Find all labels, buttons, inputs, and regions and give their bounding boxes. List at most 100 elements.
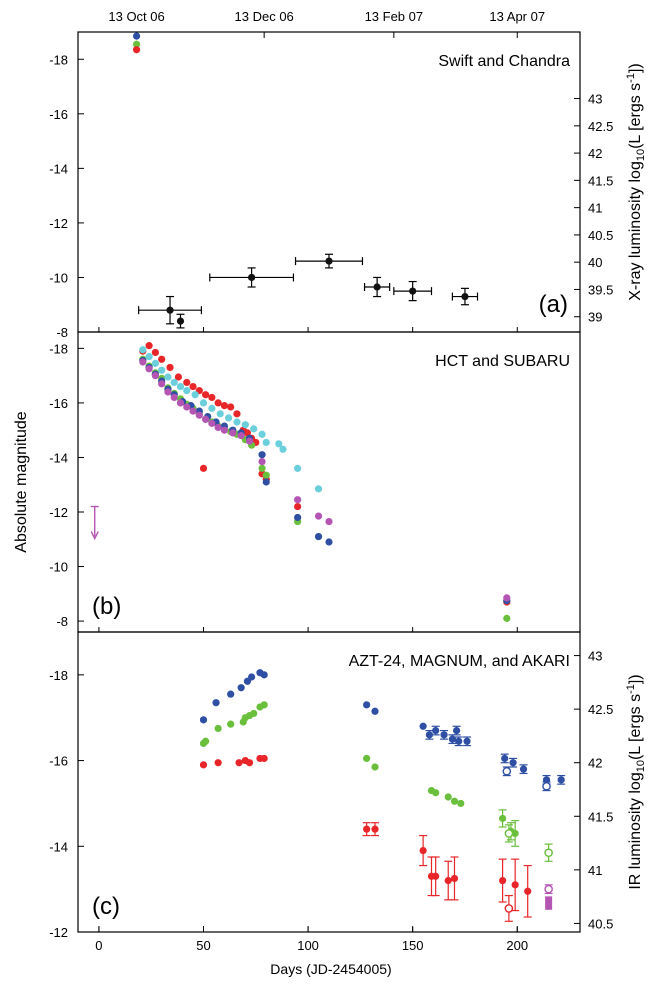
panel-c-green-point-3 xyxy=(227,720,235,728)
panel-c-red-point-7 xyxy=(363,825,371,833)
panel-c-red-point-13 xyxy=(450,874,459,883)
panel-a-ytick-label-1: -10 xyxy=(49,270,68,285)
panel-b-magenta-point-12 xyxy=(214,423,222,432)
xray-label-sub: 10 xyxy=(635,149,647,161)
panel-b-red-point-6 xyxy=(183,378,191,387)
panel-b-cyan-point-20 xyxy=(294,464,302,472)
panel-b-left-ticks: -8 -10 -12 -14 -16 -18 xyxy=(49,341,518,632)
panel-a-X-ray-point-5 xyxy=(409,287,417,295)
panel-b-ytick-label-1: -10 xyxy=(49,560,68,575)
panel-b-cyan-point-11 xyxy=(216,410,224,418)
panel-c-rtick-label-1: 41 xyxy=(588,863,602,878)
panel-b-magenta-point-2 xyxy=(151,372,159,380)
panel-b-magenta-point-4 xyxy=(164,388,172,396)
panel-c-magenta-squares-point-0 xyxy=(545,902,553,910)
panel-c-ytick-label-2: -16 xyxy=(49,754,68,769)
panel-b-red-point-13 xyxy=(227,403,235,411)
panel-b-magenta-point-9 xyxy=(195,411,203,419)
panel-b-magenta-point-13 xyxy=(220,426,229,434)
date-tick-label-2: 13 Feb 07 xyxy=(365,9,424,24)
x-tick-label-3: 150 xyxy=(402,938,424,953)
panel-a-X-ray-point-1 xyxy=(176,317,185,325)
panel-c-blue-point-3 xyxy=(237,684,245,692)
panel-a-title: Swift and Chandra xyxy=(438,53,570,70)
panel-b-cyan-point-3 xyxy=(158,366,166,374)
panel-c-blue-point-12 xyxy=(432,726,440,735)
panel-a-rtick-label-5: 41.5 xyxy=(588,173,613,188)
panel-b-magenta-point-20 xyxy=(325,517,333,526)
panel-b-magenta-point-21 xyxy=(503,594,511,602)
panel-b-cyan-point-14 xyxy=(241,421,249,429)
panel-a-X-ray-point-4 xyxy=(373,283,381,291)
panel-c: -12 -14 -16 -18 40.5 41 41.5 42 42.5 43 AZT-24, … xyxy=(49,631,647,940)
panel-b-magenta-point-0 xyxy=(139,358,147,366)
panel-c-blue-point-14 xyxy=(448,735,457,743)
panel-b-magenta-point-14 xyxy=(229,429,237,437)
panel-a-rtick-label-3: 40.5 xyxy=(588,228,613,243)
panel-c-rtick-label-4: 42.5 xyxy=(588,702,613,717)
panel-c-magenta-open-point-0 xyxy=(544,884,553,894)
panel-c-red-point-14 xyxy=(499,876,507,885)
panel-b-ytick-label-2: -12 xyxy=(49,505,68,520)
panel-b-cyan-point-7 xyxy=(183,387,191,395)
panel-c-rtick-label-2: 41.5 xyxy=(588,809,613,824)
date-tick-label-3: 13 Apr 07 xyxy=(489,9,545,24)
panel-b-magenta-point-5 xyxy=(170,393,178,402)
panel-a-X-ray-point-0 xyxy=(166,306,174,314)
panel-b-blue-point-19 xyxy=(325,538,333,546)
ir-label-sub: 10 xyxy=(635,760,647,772)
panel-c-green-point-7 xyxy=(250,709,258,718)
panel-b-blue-point-15 xyxy=(258,451,266,459)
panel-b-blue-point-16 xyxy=(262,478,270,486)
panel-c-blue-point-22 xyxy=(557,776,565,784)
panel-b-green-point-22 xyxy=(503,614,511,622)
panel-c-blue-point-18 xyxy=(501,754,509,763)
bottom-days-axis: 0 50 100 150 200 xyxy=(95,926,528,953)
panel-b-blue-point-17 xyxy=(294,513,302,522)
ir-label-tail: (L [ergs s xyxy=(627,694,644,760)
upper-limit-arrow-head xyxy=(90,531,99,541)
panel-b-red-point-5 xyxy=(174,373,182,381)
panel-a-ytick-label-2: -12 xyxy=(49,216,68,231)
xray-label-tail: (L [ergs s xyxy=(627,83,644,149)
panel-c-blue-point-15 xyxy=(452,726,461,735)
panel-c-green-point-2 xyxy=(214,724,222,733)
panel-c-title: AZT-24, MAGNUM, and AKARI xyxy=(349,653,570,670)
panel-b-magenta-point-19 xyxy=(314,512,323,520)
panel-c-rtick-label-5: 43 xyxy=(588,649,602,664)
panel-c-marks xyxy=(199,669,566,922)
panel-b-cyan-point-12 xyxy=(225,414,233,422)
panel-a-ytick-label-5: -18 xyxy=(49,52,68,67)
panel-c-ytick-label-1: -14 xyxy=(49,839,68,854)
panel-c-red-point-12 xyxy=(444,876,452,885)
panel-b-cyan-point-13 xyxy=(233,418,241,426)
panel-c-blue-point-13 xyxy=(440,731,448,739)
panel-c-blue-point-9 xyxy=(371,707,379,715)
panel-c-green-point-19 xyxy=(511,829,519,838)
panel-b-cyan-point-21 xyxy=(314,485,323,493)
panel-c-blue-point-20 xyxy=(519,765,528,773)
panel-a-blue-point-0 xyxy=(132,32,141,40)
panel-b-magenta-point-7 xyxy=(183,403,191,411)
panel-c-green-point-11 xyxy=(371,763,379,771)
panel-a-rtick-label-1: 39.5 xyxy=(588,282,613,297)
panel-b-cyan-point-17 xyxy=(262,438,270,447)
y-axis-label: Absolute magnitude xyxy=(13,411,30,553)
panel-b-cyan-point-18 xyxy=(275,440,283,448)
panel-b-cyan-point-6 xyxy=(176,382,185,391)
panel-c-blue-point-19 xyxy=(509,759,517,767)
panel-c-blue-point-17 xyxy=(463,737,471,745)
xray-label-end: ]) xyxy=(627,63,644,73)
panel-c-label: (c) xyxy=(92,893,120,920)
panel-a-X-ray-point-2 xyxy=(248,273,256,282)
panel-c-blue-point-2 xyxy=(227,690,235,698)
panel-a-rtick-label-8: 43 xyxy=(588,92,602,107)
panel-c-blue-point-1 xyxy=(212,699,220,707)
panel-b-magenta-point-6 xyxy=(176,399,185,407)
panel-a-rtick-label-4: 41 xyxy=(588,201,602,216)
panel-b-red-point-11 xyxy=(214,399,222,407)
panel-b-cyan-point-2 xyxy=(151,359,159,367)
panel-c-red-open-point-0 xyxy=(504,904,514,913)
panel-c-green-point-9 xyxy=(260,701,268,709)
